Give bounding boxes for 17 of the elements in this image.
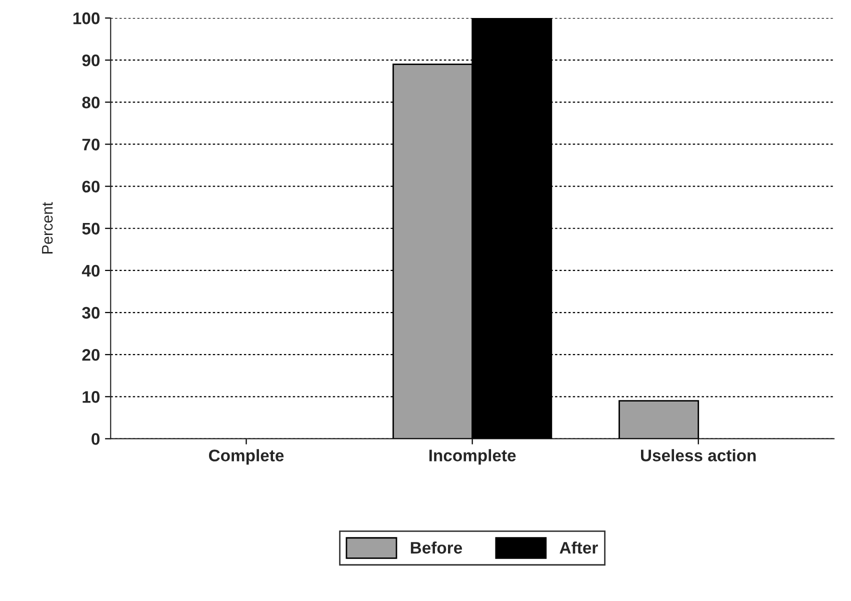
x-tick-label: Complete [208,449,284,465]
y-tick-label: 100 [73,12,100,24]
y-tick-label: 0 [92,433,100,445]
legend-label: Before [410,541,462,554]
y-tick-label: 10 [82,391,100,403]
y-tick-label: 80 [82,96,100,108]
y-tick-label: 20 [82,348,100,361]
y-tick-label: 90 [82,54,100,66]
legend-label: After [560,541,598,554]
y-tick-label: 30 [82,306,100,319]
x-tick-label: Incomplete [429,449,516,465]
y-tick-label: 50 [82,222,100,235]
y-axis-title: Percent [42,202,53,254]
y-tick-label: 70 [82,138,100,150]
y-tick-label: 40 [82,264,100,277]
x-tick-label: Useless action [640,449,756,462]
y-tick-label: 60 [82,180,100,193]
